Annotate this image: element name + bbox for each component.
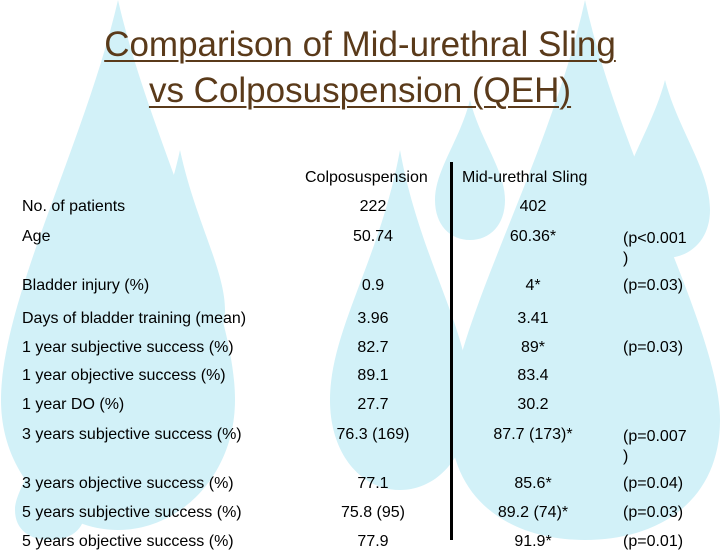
colposuspension-value: 76.3 (169)	[336, 426, 410, 443]
column-divider	[450, 162, 453, 540]
water-drop-shape	[620, 80, 710, 258]
water-drop-shape	[330, 150, 470, 490]
row-label: Age	[22, 228, 51, 245]
water-drop-shape	[1, 0, 235, 530]
colposuspension-value: 3.96	[357, 310, 389, 327]
water-drop-shape	[135, 150, 225, 360]
slide-title: Comparison of Mid-urethral Sling vs Colp…	[0, 22, 720, 114]
row-label: 1 year objective success (%)	[22, 367, 226, 384]
row-label: 5 years objective success (%)	[22, 533, 234, 550]
water-drop-shape	[450, 0, 720, 540]
mid-urethral-sling-value: 60.36*	[509, 228, 557, 245]
p-value: (p=0.03)	[623, 339, 684, 356]
row-label: 1 year DO (%)	[22, 396, 125, 413]
mid-urethral-sling-value: 91.9*	[514, 533, 552, 550]
colposuspension-value: 50.74	[352, 228, 394, 245]
colposuspension-value: 77.9	[357, 533, 389, 550]
p-value-continued: )	[623, 448, 629, 465]
mid-urethral-sling-value: 89.2 (74)*	[497, 504, 569, 521]
colposuspension-value: 82.7	[357, 339, 389, 356]
p-value: (p=0.03)	[623, 504, 684, 521]
row-label: Days of bladder training (mean)	[22, 310, 247, 327]
mid-urethral-sling-value: 4*	[525, 277, 541, 294]
p-value: (p<0.001	[623, 230, 687, 247]
column-header-mid-urethral-sling: Mid-urethral Sling	[462, 169, 588, 186]
colposuspension-value: 222	[359, 198, 387, 215]
column-header-colposuspension: Colposuspension	[305, 169, 428, 186]
mid-urethral-sling-value: 30.2	[517, 396, 549, 413]
mid-urethral-sling-value: 89*	[520, 339, 546, 356]
mid-urethral-sling-value: 83.4	[517, 367, 549, 384]
row-label: Bladder injury (%)	[22, 277, 150, 294]
p-value: (p=0.04)	[623, 475, 684, 492]
title-line-1: Comparison of Mid-urethral Sling	[104, 25, 616, 64]
colposuspension-value: 77.1	[357, 475, 389, 492]
mid-urethral-sling-value: 85.6*	[514, 475, 552, 492]
p-value: (p=0.007	[623, 428, 687, 445]
colposuspension-value: 75.8 (95)	[340, 504, 406, 521]
row-label: No. of patients	[22, 198, 126, 215]
p-value: (p=0.01)	[623, 533, 684, 550]
title-line-2: vs Colposuspension (QEH)	[148, 71, 572, 110]
row-label: 3 years subjective success (%)	[22, 426, 242, 443]
p-value-continued: )	[623, 250, 629, 267]
row-label: 3 years objective success (%)	[22, 475, 234, 492]
mid-urethral-sling-value: 87.7 (173)*	[493, 426, 573, 443]
colposuspension-value: 27.7	[357, 396, 389, 413]
water-drop-shape	[15, 420, 85, 540]
row-label: 5 years subjective success (%)	[22, 504, 242, 521]
colposuspension-value: 0.9	[361, 277, 385, 294]
colposuspension-value: 89.1	[357, 367, 389, 384]
mid-urethral-sling-value: 3.41	[517, 310, 549, 327]
mid-urethral-sling-value: 402	[519, 198, 547, 215]
p-value: (p=0.03)	[623, 277, 684, 294]
row-label: 1 year subjective success (%)	[22, 339, 234, 356]
